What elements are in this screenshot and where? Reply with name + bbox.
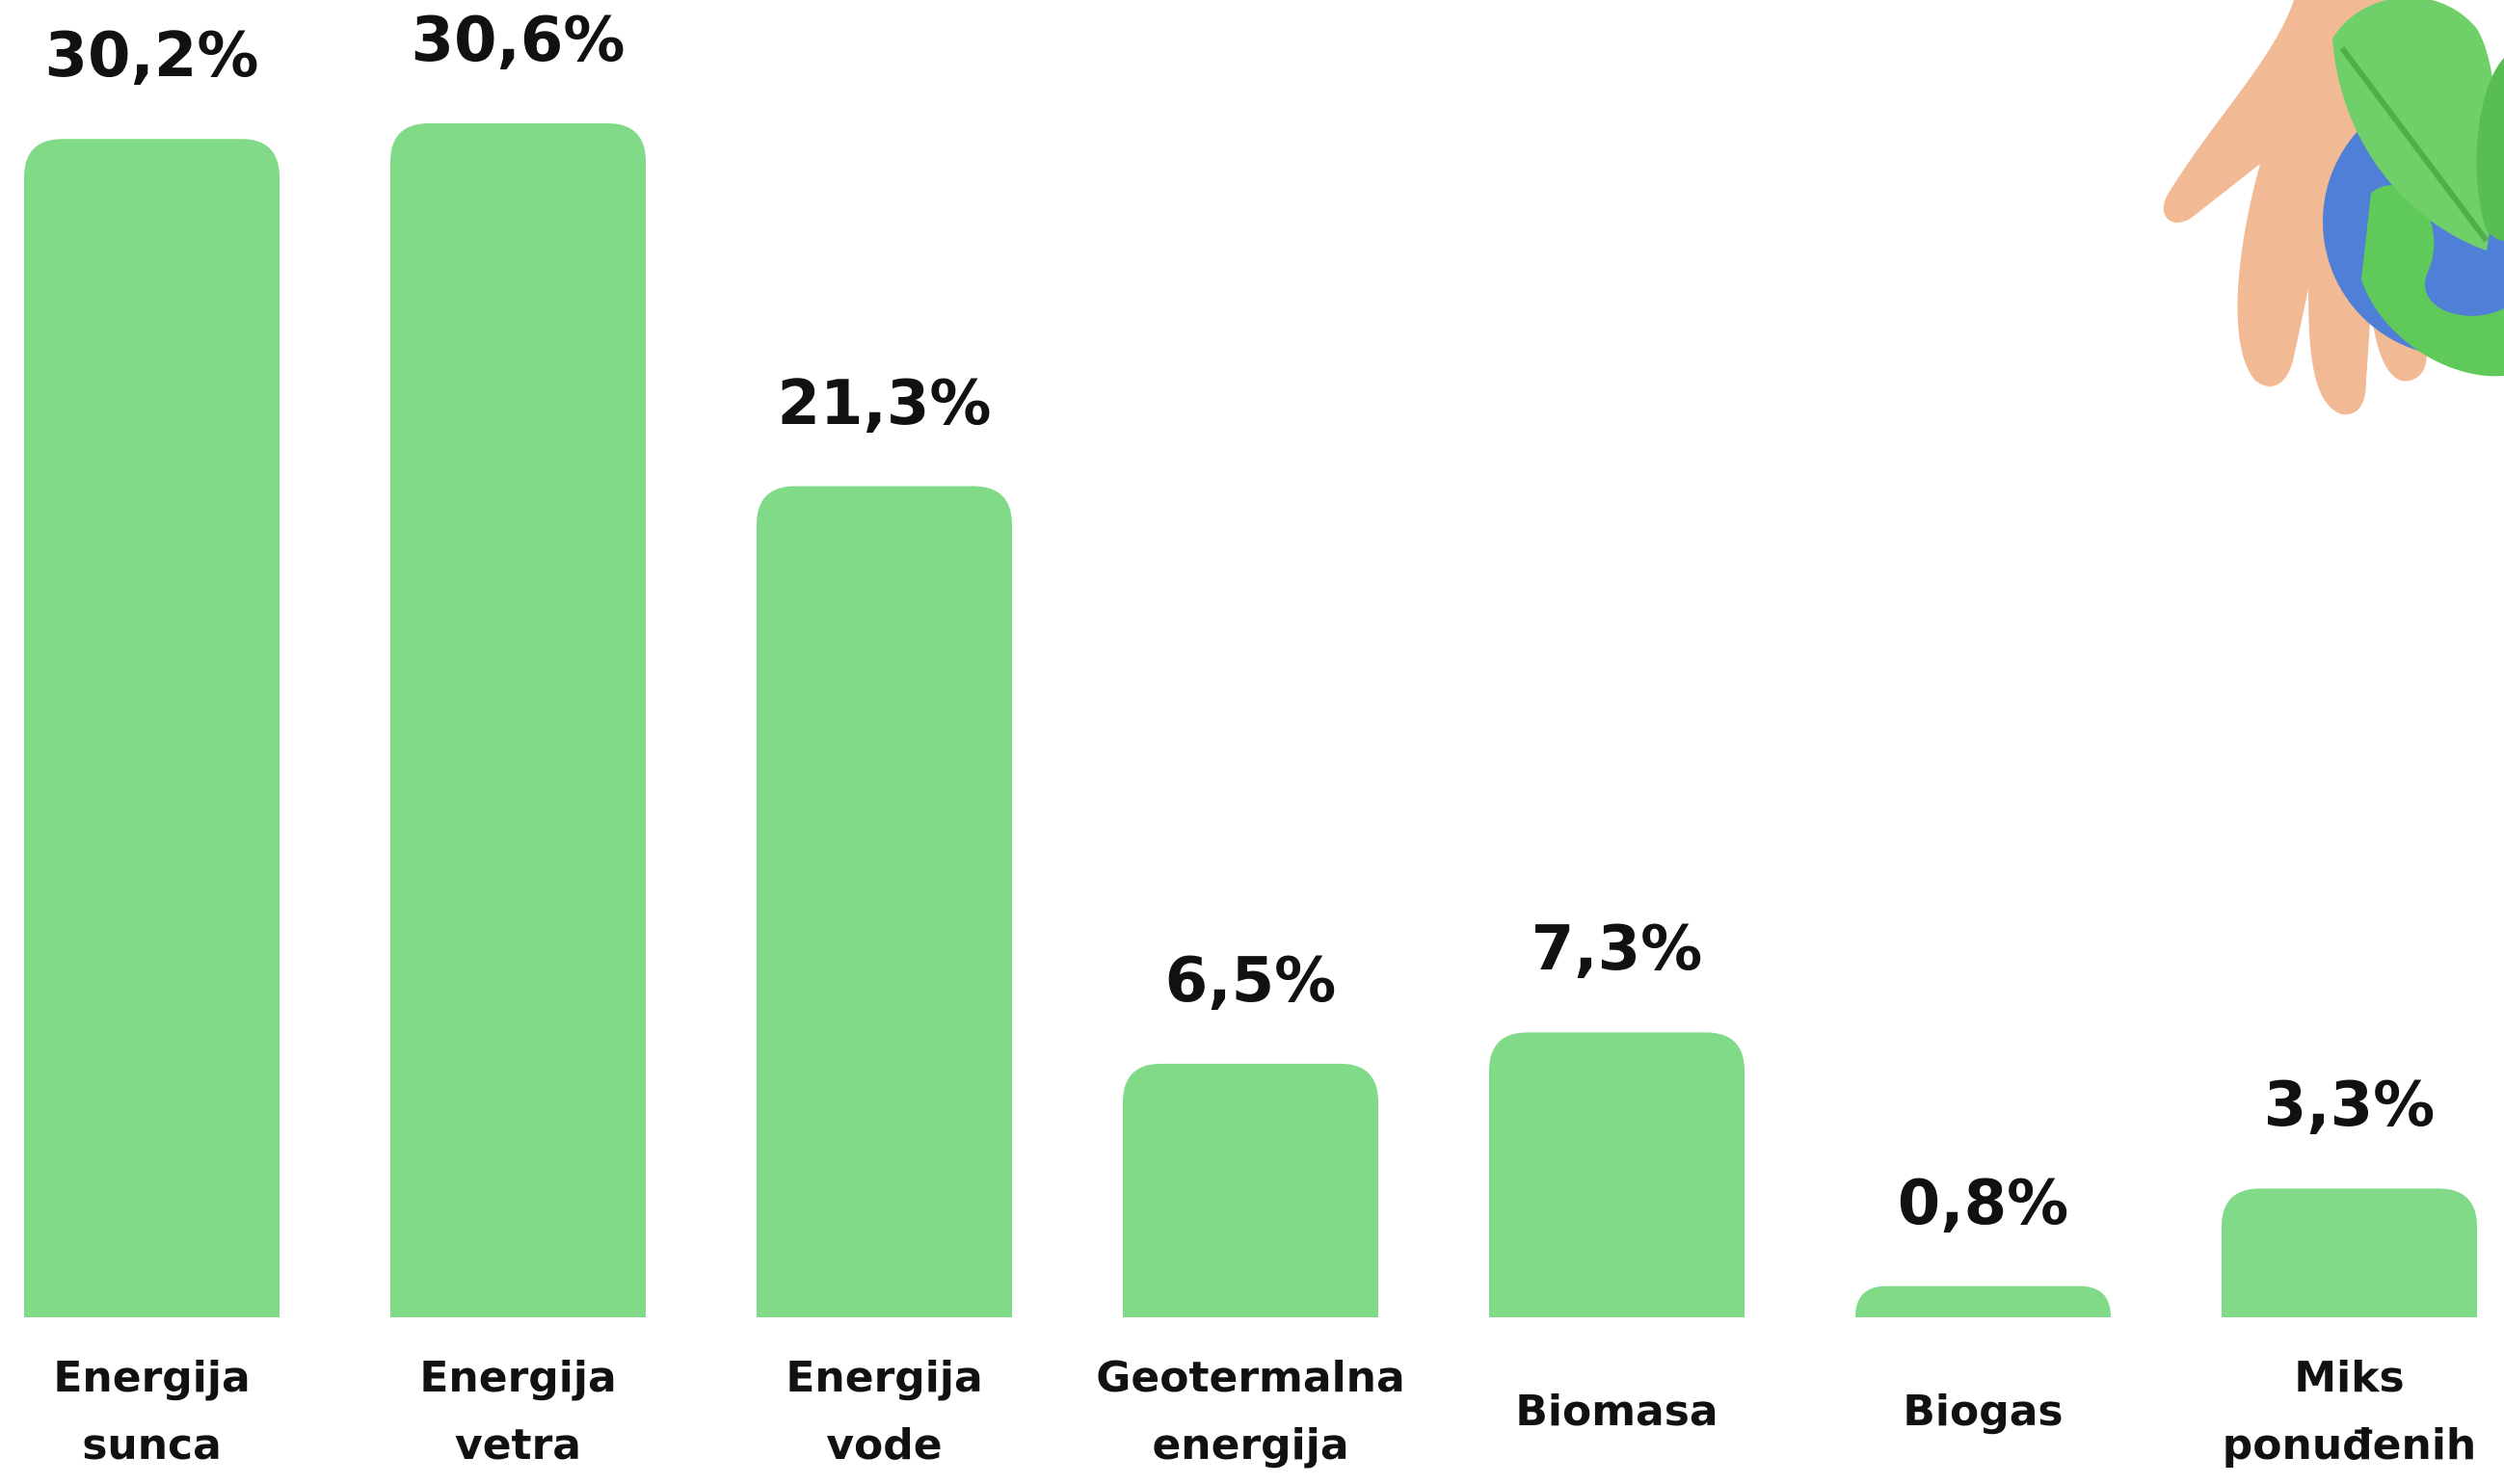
category-label-box: Biogas xyxy=(1791,1339,2176,1484)
bar xyxy=(757,487,1012,1317)
value-label: 21,3% xyxy=(692,373,1078,435)
category-label: Energija vetra xyxy=(419,1344,616,1480)
value-label: 0,8% xyxy=(1791,1173,2176,1234)
category-label: Geotermalna energija xyxy=(1096,1344,1404,1480)
category-label: Biomasa xyxy=(1515,1378,1718,1445)
category-label: Miks ponuđenih xyxy=(2223,1344,2476,1480)
value-label: 30,6% xyxy=(326,10,711,71)
category-label: Biogas xyxy=(1903,1378,2063,1445)
bar xyxy=(1855,1286,2111,1317)
bar xyxy=(1123,1064,1378,1317)
value-label: 7,3% xyxy=(1425,918,1810,980)
illustration xyxy=(2164,0,2504,414)
category-label-box: Geotermalna energija xyxy=(1058,1339,1444,1484)
bar xyxy=(24,139,280,1317)
bar xyxy=(390,123,646,1317)
value-label: 3,3% xyxy=(2157,1074,2504,1136)
value-label: 6,5% xyxy=(1058,950,1444,1012)
category-label: Energija sunca xyxy=(53,1344,250,1480)
category-label-box: Energija vetra xyxy=(326,1339,711,1484)
category-label-box: Biomasa xyxy=(1425,1339,1810,1484)
category-label-box: Energija sunca xyxy=(0,1339,345,1484)
bar xyxy=(1489,1032,1745,1317)
category-label-box: Miks ponuđenih xyxy=(2157,1339,2504,1484)
category-label-box: Energija vode xyxy=(692,1339,1078,1484)
category-label: Energija vode xyxy=(786,1344,982,1480)
bar xyxy=(2222,1188,2477,1317)
value-label: 30,2% xyxy=(0,25,345,87)
